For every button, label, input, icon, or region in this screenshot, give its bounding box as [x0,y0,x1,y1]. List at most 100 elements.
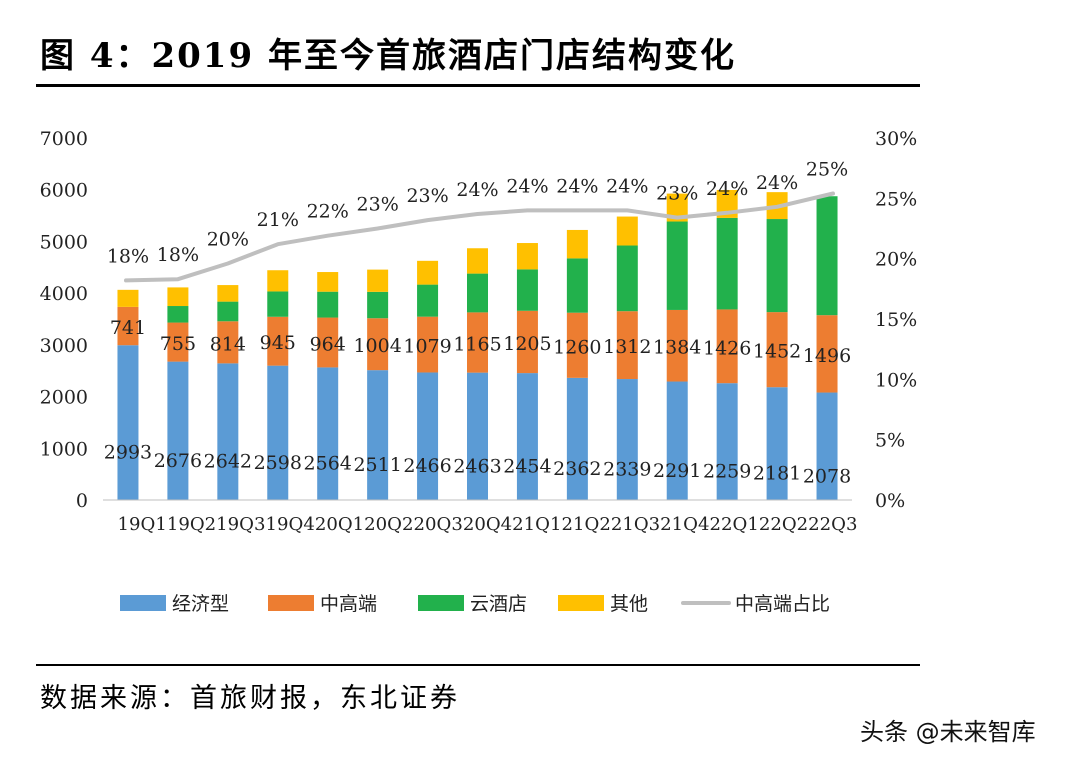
ratio-value-label: 24% [606,175,648,197]
ratio-value-label: 24% [706,178,748,200]
economy-value-label: 2291 [653,460,701,482]
bar-2-20q3 [417,316,439,373]
right-y-tick-label: 5% [875,430,905,452]
bar-3-21q3 [616,245,638,312]
legend-label: 其他 [610,593,648,615]
bar-3-19q3 [217,301,239,322]
ratio-value-label: 23% [656,183,698,205]
top-rule [36,84,920,87]
bar-3-20q1 [317,291,339,318]
bar-3-20q4 [467,273,488,313]
ratio-value-label: 23% [357,194,399,216]
legend-swatch-1 [120,595,166,611]
economy-value-label: 2339 [603,459,651,481]
midhigh-value-label: 945 [260,332,296,354]
midhigh-value-label: 1384 [653,337,701,359]
left-y-tick-label: 2000 [40,387,88,409]
legend: 经济型 中高端 云酒店 其他 中高端占比 [120,593,830,615]
bar-1-19q1 [117,345,139,500]
left-y-tick-label: 5000 [40,231,88,253]
left-y-tick-label: 7000 [40,128,88,150]
bar-1-19q4 [267,365,289,500]
midhigh-value-label: 1205 [503,333,551,355]
data-labels: 2993 741 18% 2676 755 18% 2642 814 20% 2598 945 21%… [104,159,851,488]
midhigh-value-label: 1312 [603,336,651,358]
bar-4-19q1 [117,289,139,307]
bar-2-20q4 [467,312,488,373]
left-y-tick-label: 6000 [40,180,88,202]
ratio-line-path [124,191,835,283]
bar-4-21q1 [516,243,538,270]
economy-value-label: 2454 [503,456,551,478]
midhigh-value-label: 1079 [403,336,451,358]
economy-value-label: 2511 [353,454,401,476]
right-y-tick-label: 15% [875,309,917,331]
economy-value-label: 2078 [803,465,851,487]
bar-3-20q2 [367,291,389,319]
midhigh-value-label: 755 [160,333,196,355]
economy-value-label: 2642 [204,451,252,473]
bar-4-20q1 [317,272,339,292]
left-y-axis: 0 1000 2000 3000 4000 5000 6000 7000 [40,128,88,512]
left-y-tick-label: 3000 [40,335,88,357]
ratio-value-label: 24% [756,172,798,194]
ratio-value-label: 21% [257,209,299,231]
bar-series [117,189,838,500]
bar-1-21q3 [616,379,638,500]
ratio-value-label: 24% [456,179,498,201]
bar-3-22q2 [766,219,788,313]
x-axis-category-labels: 19Q119Q219Q319Q420Q120Q220Q320Q421Q121Q2… [118,514,858,535]
bar-1-20q3 [417,372,439,500]
legend-label: 中高端占比 [735,593,830,615]
right-y-tick-label: 10% [875,369,917,391]
bar-1-22q1 [716,383,738,500]
ratio-value-label: 24% [506,175,548,197]
ratio-value-label: 20% [207,228,249,250]
bar-4-20q4 [467,248,488,274]
bar-3-21q1 [516,269,538,311]
bar-3-20q3 [417,284,439,317]
ratio-value-label: 23% [406,185,448,207]
midhigh-value-label: 964 [310,333,346,355]
bar-2-20q2 [367,318,389,371]
bar-2-21q2 [566,312,588,378]
midhigh-value-label: 741 [110,317,146,339]
bar-1-22q3 [816,392,838,500]
bottom-rule [36,664,920,666]
chart-title: 图 4：2019 年至今首旅酒店门店结构变化 [40,36,736,76]
bar-1-20q1 [317,367,339,500]
economy-value-label: 2466 [403,455,451,477]
legend-swatch-3 [418,595,464,611]
bar-3-22q3 [816,196,838,316]
bar-4-19q3 [217,285,239,302]
economy-value-label: 2676 [154,450,202,472]
bar-1-20q2 [367,370,389,500]
bar-3-21q2 [566,258,588,313]
legend-label: 云酒店 [470,593,527,615]
bar-4-19q4 [267,270,289,292]
bar-4-21q4 [666,193,688,222]
ratio-value-label: 18% [107,245,149,267]
ratio-value-label: 22% [307,201,349,223]
midhigh-value-label: 1260 [553,336,601,358]
bar-2-22q2 [766,312,788,388]
bar-4-21q3 [616,216,638,246]
bar-4-19q2 [167,287,189,307]
bar-2-21q4 [666,309,688,382]
bar-2-22q3 [816,315,838,393]
bar-2-20q1 [317,317,339,368]
legend-label: 经济型 [172,593,229,615]
right-y-tick-label: 25% [875,188,917,210]
bar-1-21q2 [566,377,588,500]
source-note: 数据来源：首旅财报，东北证券 [40,683,460,714]
right-y-tick-label: 30% [875,128,917,150]
right-y-axis: 0% 5% 10% 15% 20% 25% 30% [875,128,917,512]
bar-1-19q3 [217,363,239,500]
midhigh-value-label: 1426 [703,337,751,359]
bar-1-21q1 [516,373,538,500]
bar-2-22q1 [716,309,738,384]
ratio-value-label: 24% [556,175,598,197]
bar-1-20q4 [467,372,488,500]
bar-4-20q3 [417,260,439,285]
bar-2-19q1 [117,306,139,346]
